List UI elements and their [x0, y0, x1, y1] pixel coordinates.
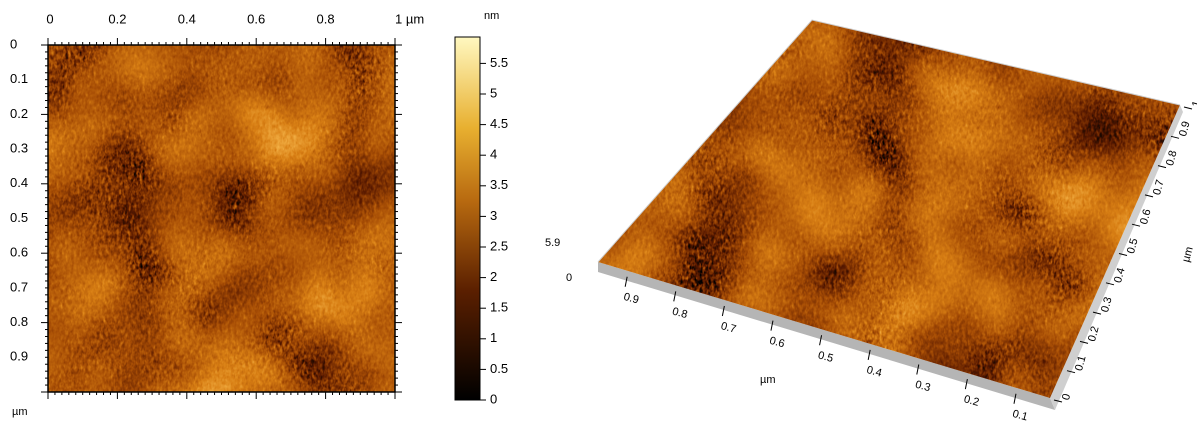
x-tick-label-3d: 0.5 — [817, 349, 835, 365]
y-tick-label: 0.4 — [10, 175, 28, 190]
x-tick-label-3d: 0.9 — [622, 291, 640, 307]
plane-edge — [597, 19, 1181, 263]
x-tick-label-3d: 0.7 — [719, 320, 737, 336]
y-tick-label: 0.2 — [10, 106, 28, 121]
tick — [1013, 393, 1017, 404]
y-unit: µm — [12, 406, 28, 418]
y-tick-label-3d: 0.5 — [1125, 237, 1141, 255]
x-tick-label: 0.6 — [247, 11, 265, 26]
y-tick-label-3d: 0.3 — [1099, 296, 1115, 314]
x-tick-label: 0.4 — [178, 11, 196, 26]
y-tick-label-3d: 0.8 — [1164, 149, 1180, 167]
tick — [1131, 223, 1141, 227]
colorbar-unit: nm — [484, 10, 499, 22]
y-tick-label: 0.3 — [10, 141, 28, 156]
tick — [964, 379, 968, 390]
colorbar-tick-label: 0.5 — [490, 361, 508, 376]
z-tick-label: 0 — [566, 272, 572, 284]
tick — [916, 364, 920, 375]
colorbar-tick-label: 5.5 — [490, 55, 508, 70]
x-tick-label-3d: 0.3 — [914, 379, 932, 395]
x-tick-label-3d: 0.8 — [671, 306, 689, 322]
colorbar-tick-label: 3 — [490, 208, 497, 223]
y-tick-label-3d: 1 — [1190, 100, 1197, 109]
view3d-ticks: 5.9 0 0.9 0.8 0.7 0.6 0.5 0.4 0.3 0.2 0.1 0 0.1 0.2 0.… — [545, 100, 1197, 424]
x-tick-label-3d: 0.2 — [962, 393, 980, 409]
tick — [1144, 194, 1154, 198]
tick — [1157, 165, 1167, 169]
x-tick-label-3d: 0.1 — [1011, 408, 1029, 424]
colorbar — [454, 36, 481, 401]
tick — [1105, 282, 1115, 286]
tick — [673, 291, 677, 302]
colorbar-tick-label: 5 — [490, 85, 497, 100]
height-map — [48, 45, 395, 392]
tick — [770, 320, 774, 331]
tick — [867, 349, 871, 360]
y-tick-label: 0 — [10, 36, 17, 51]
base-side — [1050, 105, 1183, 410]
tick — [1053, 399, 1063, 403]
colorbar-tick-label: 1.5 — [490, 300, 508, 315]
colorbar-ticks: 5.5 5 4.5 4 3.5 3 2.5 2 1.5 1 0.5 0 — [480, 55, 508, 406]
colorbar-tick-label: 1 — [490, 330, 497, 345]
y-tick-label-3d: 0.4 — [1112, 266, 1128, 284]
y-tick-label: 0.8 — [10, 314, 28, 329]
tick — [1118, 253, 1128, 256]
tick — [1092, 311, 1102, 315]
x-tick-label: 0.2 — [108, 11, 126, 26]
tick — [624, 276, 628, 287]
tick — [1170, 135, 1180, 139]
y-tick-label-3d: 0.7 — [1151, 179, 1167, 197]
colorbar-tick-label: 2.5 — [490, 238, 508, 253]
x-unit-3d: µm — [760, 374, 776, 386]
surface-3d — [598, 20, 1180, 398]
tick — [819, 335, 823, 346]
z-tick-label: 5.9 — [545, 237, 560, 249]
y-tick-label-3d: 0 — [1060, 393, 1073, 402]
y-tick-label: 0.9 — [10, 349, 28, 364]
x-tick-label-3d: 0.4 — [865, 364, 883, 380]
y-tick-label: 0.5 — [10, 210, 28, 225]
x-tick-label: 0.8 — [317, 11, 335, 26]
y-tick-label-3d: 0.2 — [1086, 325, 1102, 343]
tick — [1183, 106, 1193, 110]
colorbar-tick-label: 3.5 — [490, 177, 508, 192]
y-tick-label: 0.6 — [10, 245, 28, 260]
y-tick-label: 0.1 — [10, 71, 28, 86]
colorbar-tick-label: 0 — [490, 391, 497, 406]
x-tick-label-3d: 0.6 — [768, 335, 786, 351]
y-tick-label: 0.7 — [10, 279, 28, 294]
y-tick-label-3d: 0.9 — [1177, 120, 1193, 138]
y-tick-label-3d: 0.1 — [1073, 354, 1089, 372]
tick — [1066, 370, 1076, 374]
tick — [721, 305, 725, 317]
y-unit-3d: µm — [1180, 245, 1196, 263]
tick — [1079, 340, 1089, 344]
colorbar-tick-label: 4 — [490, 147, 497, 162]
colorbar-tick-label: 2 — [490, 269, 497, 284]
colorbar-tick-label: 4.5 — [490, 116, 508, 131]
x-tick-label: 0 — [46, 11, 53, 26]
x-tick-label: 1 µm — [395, 11, 424, 26]
base-front — [598, 262, 1055, 410]
map-ticks: 0 0.2 0.4 0.6 0.8 1 µm 0 0.1 0.2 0.3 0.4 0.5 0.6 0.7 0… — [10, 11, 424, 399]
y-tick-label-3d: 0.6 — [1138, 208, 1154, 226]
